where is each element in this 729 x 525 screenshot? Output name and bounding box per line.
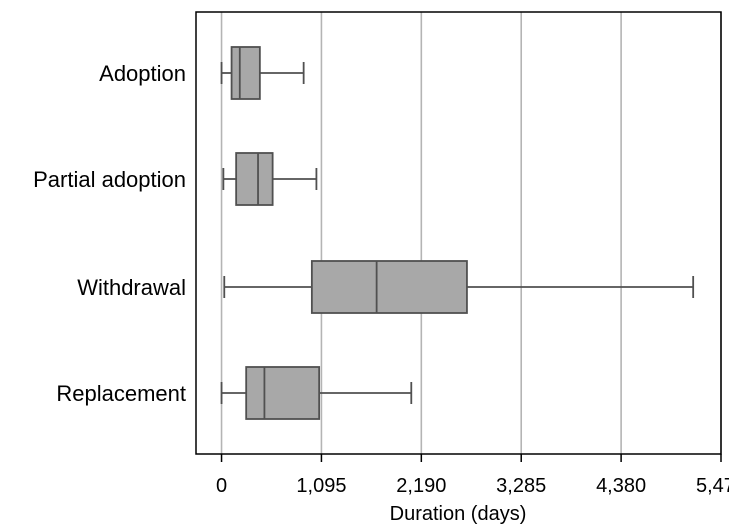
category-label: Adoption	[99, 61, 186, 86]
iqr-box	[235, 152, 274, 206]
x-tick-label: 5,475	[696, 475, 729, 497]
box-group	[220, 46, 305, 100]
category-label: Withdrawal	[77, 275, 186, 300]
x-tick-label: 4,380	[596, 475, 646, 497]
box-group	[222, 152, 318, 206]
box-group	[223, 260, 695, 314]
box-group	[220, 366, 413, 420]
x-tick-label: 3,285	[496, 475, 546, 497]
x-axis: 0 1,095 2,190 3,285 4,380 5,475	[216, 454, 729, 497]
x-axis-title: Duration (days)	[390, 503, 527, 525]
iqr-box	[310, 260, 468, 314]
category-label: Replacement	[56, 381, 186, 406]
x-tick-label: 2,190	[396, 475, 446, 497]
category-label: Partial adoption	[33, 167, 186, 192]
plot-frame	[195, 11, 722, 455]
x-tick-label: 0	[216, 475, 227, 497]
boxes	[220, 46, 695, 420]
category-labels: Adoption Partial adoption Withdrawal Replac…	[33, 61, 186, 406]
iqr-box	[230, 46, 261, 100]
x-tick-label: 1,095	[296, 475, 346, 497]
iqr-box	[245, 366, 321, 420]
